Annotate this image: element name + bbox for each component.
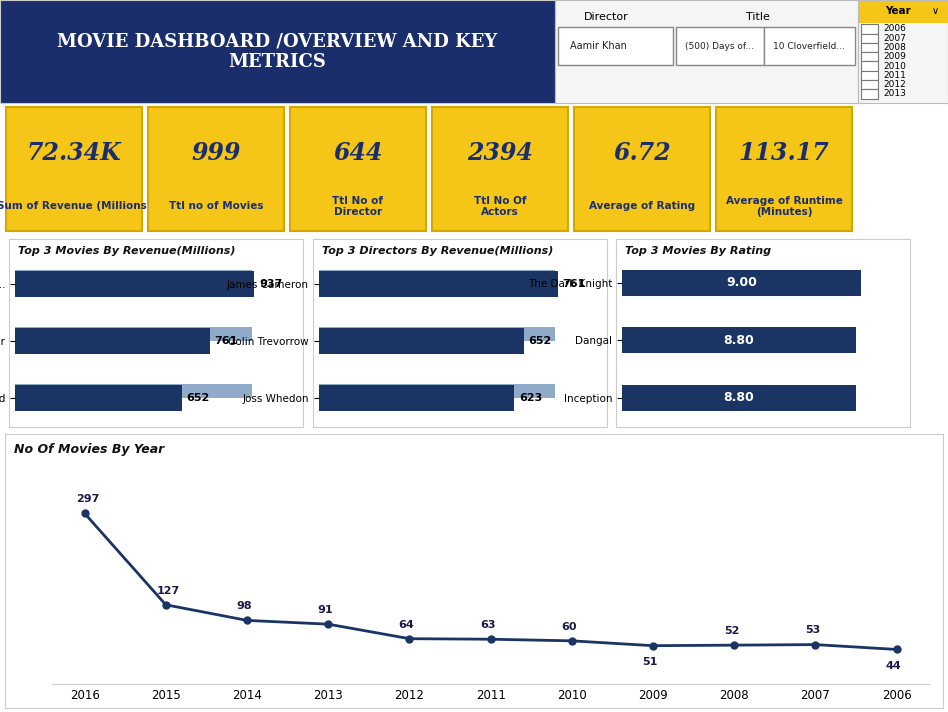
Text: Ttl No Of
Actors: Ttl No Of Actors (474, 196, 526, 217)
Bar (15, 385, 182, 411)
Text: Sum of Revenue (Millions): Sum of Revenue (Millions) (0, 201, 151, 211)
FancyBboxPatch shape (861, 61, 878, 70)
FancyBboxPatch shape (861, 52, 878, 61)
Text: Year: Year (885, 6, 911, 16)
Text: 761: 761 (562, 279, 586, 289)
Text: 2009: 2009 (884, 52, 906, 61)
Text: 44: 44 (886, 661, 902, 671)
Text: 761: 761 (214, 336, 238, 346)
Text: Top 3 Movies By Rating: Top 3 Movies By Rating (625, 246, 771, 256)
Bar (319, 270, 556, 284)
Text: Title: Title (746, 12, 770, 22)
Bar (622, 385, 856, 411)
Text: 297: 297 (76, 494, 100, 504)
Bar (319, 328, 523, 354)
FancyBboxPatch shape (861, 43, 878, 52)
Text: 127: 127 (157, 586, 180, 596)
Text: 2013: 2013 (884, 90, 906, 98)
Text: Top 3 Movies By Revenue(Millions): Top 3 Movies By Revenue(Millions) (18, 246, 236, 256)
Text: 8.80: 8.80 (723, 392, 755, 404)
FancyBboxPatch shape (676, 27, 764, 65)
Text: 53: 53 (805, 626, 820, 636)
Text: 623: 623 (520, 393, 542, 403)
Text: Top 3 Directors By Revenue(Millions): Top 3 Directors By Revenue(Millions) (321, 246, 553, 256)
FancyBboxPatch shape (861, 80, 878, 89)
Text: 72.34K: 72.34K (27, 141, 121, 165)
FancyBboxPatch shape (557, 27, 673, 65)
Text: 64: 64 (399, 619, 414, 629)
Bar (15, 384, 252, 398)
FancyBboxPatch shape (764, 27, 855, 65)
FancyBboxPatch shape (861, 70, 878, 80)
FancyBboxPatch shape (861, 24, 878, 33)
Bar (622, 270, 861, 296)
Bar (319, 327, 556, 341)
Bar (319, 384, 556, 398)
Text: 2394: 2394 (467, 141, 533, 165)
Text: 113.17: 113.17 (738, 141, 830, 165)
Text: ∨: ∨ (932, 6, 939, 16)
Text: 52: 52 (723, 626, 739, 636)
Text: Aamir Khan: Aamir Khan (570, 41, 627, 51)
FancyBboxPatch shape (858, 0, 948, 23)
Text: 937: 937 (259, 279, 283, 289)
Text: MOVIE DASHBOARD /OVERVIEW AND KEY
METRICS: MOVIE DASHBOARD /OVERVIEW AND KEY METRIC… (57, 32, 498, 71)
Bar (15, 327, 252, 341)
Text: No Of Movies By Year: No Of Movies By Year (14, 443, 164, 456)
Text: Average of Rating: Average of Rating (589, 201, 695, 211)
Text: 644: 644 (333, 141, 383, 165)
Text: 8.80: 8.80 (723, 334, 755, 347)
Text: Ttl no of Movies: Ttl no of Movies (169, 201, 264, 211)
Text: 9.00: 9.00 (726, 276, 757, 290)
Text: 6.72: 6.72 (613, 141, 671, 165)
Text: (500) Days of...: (500) Days of... (685, 42, 755, 51)
Text: 2011: 2011 (884, 71, 906, 80)
Text: MOVIE DASHBOARD /OVERVIEW AND KEY
METRICS: MOVIE DASHBOARD /OVERVIEW AND KEY METRIC… (209, 32, 649, 71)
Text: 51: 51 (643, 657, 658, 667)
Text: 2010: 2010 (884, 61, 906, 70)
Text: 63: 63 (480, 620, 496, 630)
Text: 60: 60 (561, 622, 576, 632)
Bar (15, 270, 252, 284)
Text: 2006: 2006 (884, 24, 906, 33)
Bar (319, 271, 557, 297)
Text: 2008: 2008 (884, 43, 906, 52)
Text: 2007: 2007 (884, 33, 906, 43)
Text: 91: 91 (318, 605, 334, 615)
Text: 652: 652 (187, 393, 210, 403)
Text: 10 Cloverfield...: 10 Cloverfield... (773, 42, 845, 51)
FancyBboxPatch shape (861, 89, 878, 98)
Text: 2012: 2012 (884, 80, 906, 89)
Text: Average of Runtime
(Minutes): Average of Runtime (Minutes) (725, 196, 843, 217)
Text: Director: Director (584, 12, 629, 22)
FancyBboxPatch shape (861, 33, 878, 43)
Text: 999: 999 (191, 141, 241, 165)
Text: 98: 98 (236, 602, 252, 612)
Text: 652: 652 (528, 336, 552, 346)
Text: Ttl No of
Director: Ttl No of Director (333, 196, 383, 217)
Bar (15, 271, 254, 297)
Bar (15, 328, 210, 354)
Bar (622, 328, 856, 353)
Bar (319, 385, 515, 411)
